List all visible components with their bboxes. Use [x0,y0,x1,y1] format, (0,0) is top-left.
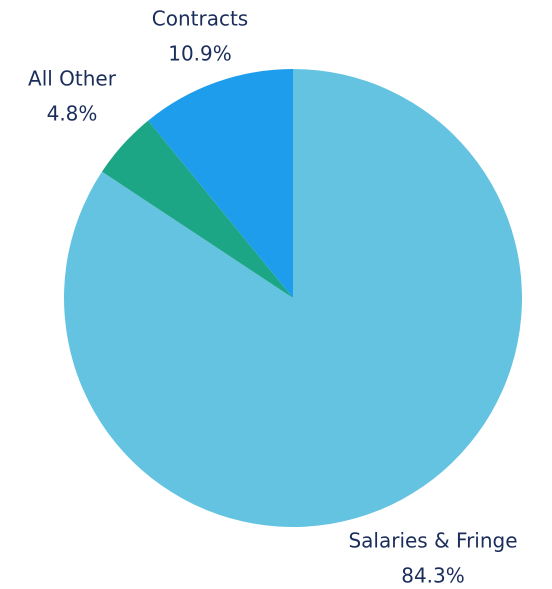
pie-slice [148,69,293,298]
slice-value-label: 10.9% [168,42,232,66]
pie-slice [101,120,294,299]
slice-value-label: 4.8% [47,102,98,126]
slice-label: Salaries & Fringe [348,529,517,553]
slice-label: All Other [28,67,117,91]
slice-label: Contracts [152,7,248,31]
slice-value-label: 84.3% [401,564,465,588]
